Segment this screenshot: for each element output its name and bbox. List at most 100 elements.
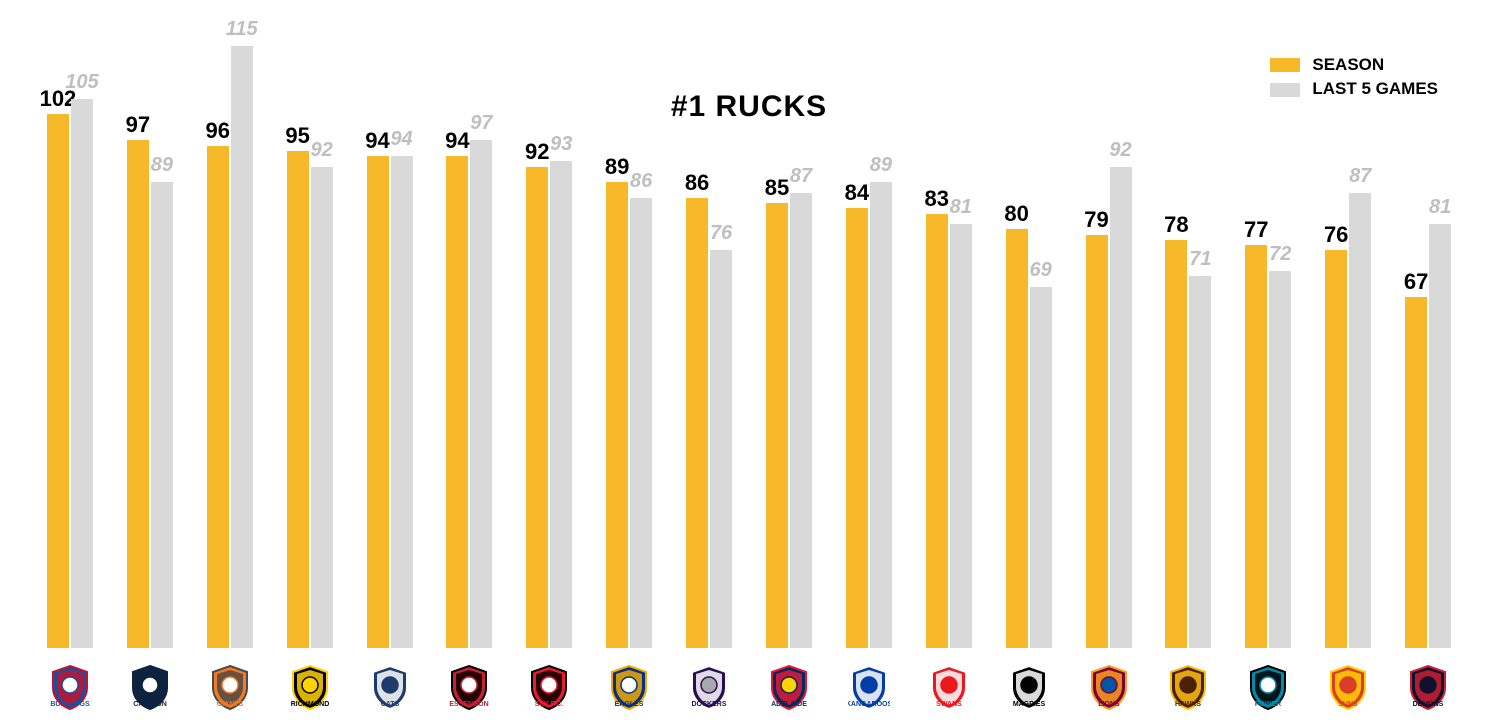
bar-season: 84 bbox=[846, 208, 868, 648]
team-logo-icon: BULLDOGS bbox=[49, 664, 91, 710]
bar-group: 7687 bbox=[1308, 193, 1388, 648]
svg-text:ADELAIDE: ADELAIDE bbox=[771, 701, 807, 708]
bar-last5: 71 bbox=[1189, 276, 1211, 648]
svg-text:CATS: CATS bbox=[380, 701, 399, 708]
bar-group: 7871 bbox=[1148, 240, 1228, 648]
team-logo-icon: CATS bbox=[369, 664, 411, 710]
bar-label-last5: 89 bbox=[870, 154, 892, 177]
bar-last5: 115 bbox=[231, 46, 253, 648]
bar-label-last5: 97 bbox=[470, 112, 492, 135]
svg-text:POWER: POWER bbox=[1255, 701, 1281, 708]
bar-label-season: 92 bbox=[525, 139, 549, 165]
team-logo-icon: CARLTON bbox=[129, 664, 171, 710]
bar-group: 9789 bbox=[110, 140, 190, 648]
bar-label-last5: 115 bbox=[226, 18, 258, 41]
bar-group: 8069 bbox=[989, 229, 1069, 648]
bar-season: 102 bbox=[47, 114, 69, 648]
bar-season: 85 bbox=[766, 203, 788, 648]
bar-label-last5: 105 bbox=[65, 71, 98, 94]
team-logo-icon: MAGPIES bbox=[1008, 664, 1050, 710]
bar-label-season: 83 bbox=[924, 186, 948, 212]
svg-text:KANGAROOS: KANGAROOS bbox=[848, 701, 890, 708]
bar-label-season: 78 bbox=[1164, 212, 1188, 238]
svg-text:DEMONS: DEMONS bbox=[1413, 701, 1444, 708]
bar-season: 95 bbox=[287, 151, 309, 648]
x-tick: KANGAROOS bbox=[829, 664, 909, 710]
bar-label-last5: 81 bbox=[1429, 196, 1451, 219]
bar-last5: 87 bbox=[790, 193, 812, 648]
team-logo-icon: ESSENDON bbox=[448, 664, 490, 710]
bar-group: 8676 bbox=[669, 198, 749, 648]
bar-season: 80 bbox=[1006, 229, 1028, 648]
bar-group: 8381 bbox=[909, 214, 989, 648]
bar-group: 9592 bbox=[270, 151, 350, 648]
x-tick: EAGLES bbox=[589, 664, 669, 710]
x-tick: BULLDOGS bbox=[30, 664, 110, 710]
bar-label-last5: 92 bbox=[310, 139, 332, 162]
bar-group: 7772 bbox=[1228, 245, 1308, 648]
bar-group: 9494 bbox=[350, 156, 430, 648]
x-tick: CARLTON bbox=[110, 664, 190, 710]
svg-text:GIANTS: GIANTS bbox=[216, 701, 243, 708]
bar-last5: 72 bbox=[1269, 271, 1291, 648]
bar-group: 96115 bbox=[190, 46, 270, 648]
team-logo-icon: St.K.F.C. bbox=[528, 664, 570, 710]
bar-label-last5: 81 bbox=[950, 196, 972, 219]
x-tick: ESSENDON bbox=[429, 664, 509, 710]
x-tick: CATS bbox=[350, 664, 430, 710]
x-tick: GIANTS bbox=[190, 664, 270, 710]
bar-label-last5: 92 bbox=[1109, 139, 1131, 162]
team-logo-icon: DOCKERS bbox=[688, 664, 730, 710]
bar-group: 8489 bbox=[829, 182, 909, 648]
x-tick: ADELAIDE bbox=[749, 664, 829, 710]
bar-last5: 105 bbox=[71, 99, 93, 649]
x-tick: LIONS bbox=[1069, 664, 1149, 710]
bar-last5: 86 bbox=[630, 198, 652, 648]
team-logo-icon: RICHMOND bbox=[289, 664, 331, 710]
bar-last5: 89 bbox=[870, 182, 892, 648]
bar-last5: 89 bbox=[151, 182, 173, 648]
bar-label-season: 76 bbox=[1324, 222, 1348, 248]
bar-season: 77 bbox=[1245, 245, 1267, 648]
bar-label-season: 86 bbox=[685, 170, 709, 196]
svg-text:BULLDOGS: BULLDOGS bbox=[50, 701, 90, 708]
bar-label-last5: 69 bbox=[1030, 259, 1052, 282]
svg-text:SUNS: SUNS bbox=[1338, 701, 1358, 708]
bar-last5: 92 bbox=[1110, 167, 1132, 648]
team-logo-icon: GIANTS bbox=[209, 664, 251, 710]
bar-season: 89 bbox=[606, 182, 628, 648]
bar-label-season: 95 bbox=[285, 123, 309, 149]
bar-last5: 97 bbox=[470, 140, 492, 648]
x-tick: SUNS bbox=[1308, 664, 1388, 710]
bar-season: 83 bbox=[926, 214, 948, 648]
bar-label-season: 77 bbox=[1244, 217, 1268, 243]
bar-last5: 69 bbox=[1030, 287, 1052, 648]
bar-last5: 81 bbox=[1429, 224, 1451, 648]
bar-group: 102105 bbox=[30, 99, 110, 649]
bar-label-season: 97 bbox=[126, 112, 150, 138]
x-tick: St.K.F.C. bbox=[509, 664, 589, 710]
bar-season: 78 bbox=[1165, 240, 1187, 648]
bar-label-last5: 76 bbox=[710, 222, 732, 245]
bar-label-season: 94 bbox=[445, 128, 469, 154]
team-logo-icon: SWANS bbox=[928, 664, 970, 710]
x-tick: SWANS bbox=[909, 664, 989, 710]
bar-season: 76 bbox=[1325, 250, 1347, 648]
team-logo-icon: ADELAIDE bbox=[768, 664, 810, 710]
svg-text:DOCKERS: DOCKERS bbox=[692, 701, 727, 708]
x-tick: POWER bbox=[1228, 664, 1308, 710]
bar-label-season: 67 bbox=[1404, 269, 1428, 295]
bar-season: 67 bbox=[1405, 297, 1427, 648]
svg-text:CARLTON: CARLTON bbox=[133, 701, 167, 708]
x-tick: MAGPIES bbox=[989, 664, 1069, 710]
bar-label-last5: 87 bbox=[790, 165, 812, 188]
bar-group: 7992 bbox=[1069, 167, 1149, 648]
bar-last5: 81 bbox=[950, 224, 972, 648]
bar-season: 86 bbox=[686, 198, 708, 648]
bar-label-season: 85 bbox=[765, 175, 789, 201]
bar-label-last5: 93 bbox=[550, 133, 572, 156]
svg-text:LIONS: LIONS bbox=[1098, 701, 1120, 708]
bar-season: 79 bbox=[1086, 235, 1108, 648]
bar-season: 94 bbox=[367, 156, 389, 648]
team-logo-icon: LIONS bbox=[1088, 664, 1130, 710]
